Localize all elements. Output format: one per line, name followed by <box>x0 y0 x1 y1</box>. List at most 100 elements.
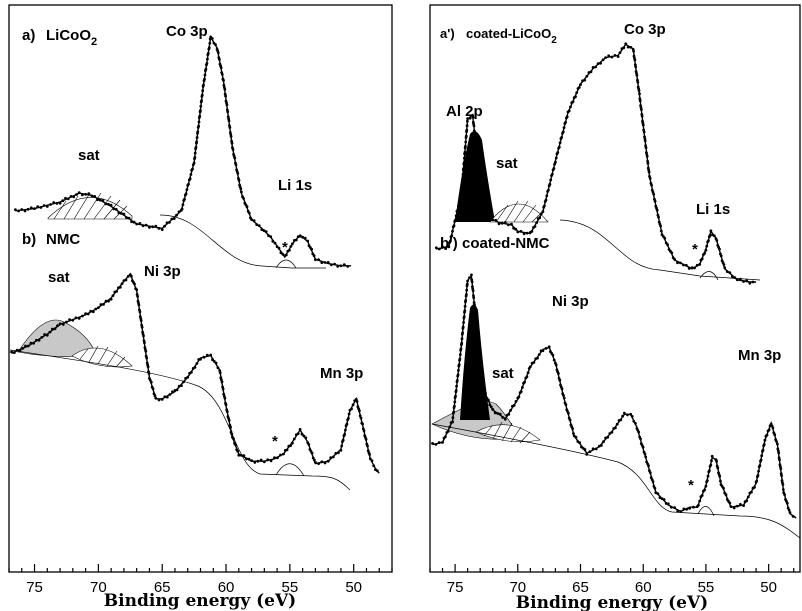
data-point <box>700 257 704 261</box>
data-point <box>279 251 283 255</box>
data-point <box>84 192 87 196</box>
data-point <box>722 263 726 266</box>
data-point <box>230 432 234 436</box>
data-point <box>538 216 542 220</box>
data-point <box>541 349 545 353</box>
data-point <box>289 245 293 248</box>
data-point <box>503 221 507 224</box>
data-point <box>763 438 767 442</box>
data-point <box>227 419 231 422</box>
data-point <box>501 416 505 419</box>
data-point <box>552 167 556 170</box>
data-point <box>144 349 148 353</box>
data-point <box>556 151 560 154</box>
data-point <box>521 386 524 389</box>
data-point <box>626 45 630 49</box>
data-point <box>288 248 291 252</box>
tag-b: b) <box>22 231 36 248</box>
ticks-right: 75 70 65 60 55 50 <box>429 564 795 596</box>
data-point <box>474 139 478 143</box>
data-point <box>560 136 564 139</box>
data-point <box>49 203 52 206</box>
data-point <box>266 458 270 462</box>
data-point <box>481 190 485 194</box>
data-point <box>219 66 223 70</box>
peak-star-a: * <box>282 239 288 256</box>
x-tick-label: 60 <box>218 579 235 596</box>
data-point <box>507 223 510 227</box>
data-point <box>519 390 523 393</box>
data-point <box>153 394 157 398</box>
data-point <box>271 239 275 243</box>
data-point <box>552 358 556 362</box>
data-point <box>331 455 335 459</box>
data-point <box>364 437 368 441</box>
data-point <box>250 218 254 222</box>
data-point <box>253 461 257 464</box>
data-point <box>224 94 228 98</box>
data-point <box>204 67 208 71</box>
data-point <box>509 408 512 412</box>
data-point <box>670 251 674 255</box>
data-point <box>170 217 174 221</box>
data-point <box>619 418 623 422</box>
data-point <box>99 303 103 306</box>
data-point <box>61 323 65 326</box>
data-point <box>218 369 222 372</box>
data-point <box>461 331 464 335</box>
data-point <box>640 108 643 111</box>
data-point <box>329 456 333 459</box>
data-point <box>250 459 254 462</box>
data-point <box>36 205 40 209</box>
data-point <box>127 216 131 220</box>
peak-sat-b2: sat <box>492 365 514 382</box>
x-tick-label: 70 <box>90 579 107 596</box>
data-point <box>571 100 575 104</box>
sat-gray-b <box>17 319 97 357</box>
data-point <box>222 392 226 396</box>
data-point <box>168 221 171 224</box>
peak-ni3p-b: Ni 3p <box>144 263 181 280</box>
data-point <box>173 389 177 392</box>
data-point <box>94 307 98 311</box>
data-point <box>705 244 709 248</box>
data-point <box>482 197 486 201</box>
data-point <box>180 207 184 211</box>
data-point <box>608 432 612 435</box>
data-point <box>709 229 713 233</box>
data-point <box>451 416 455 420</box>
data-point <box>227 119 231 123</box>
xlabel-left: Binding energy (eV) <box>104 591 296 611</box>
data-point <box>247 457 251 461</box>
data-point <box>767 428 771 432</box>
data-point <box>117 211 121 215</box>
data-point <box>581 79 584 83</box>
data-point <box>42 204 46 207</box>
data-point <box>547 345 551 349</box>
data-point <box>523 380 526 384</box>
data-point <box>525 375 529 379</box>
data-point <box>579 83 582 86</box>
data-point <box>462 321 465 324</box>
peak-sat-a2: sat <box>496 155 518 172</box>
data-point <box>644 146 648 150</box>
data-point <box>719 254 723 258</box>
data-point <box>746 495 750 499</box>
data-point <box>188 177 192 181</box>
data-point <box>257 224 261 228</box>
data-point <box>310 247 313 251</box>
data-point <box>431 442 434 445</box>
data-point <box>653 486 657 490</box>
title-b: NMC <box>46 231 80 248</box>
data-point <box>516 230 520 234</box>
data-point <box>61 199 65 203</box>
data-point <box>606 435 610 439</box>
data-point <box>102 303 105 306</box>
data-point <box>760 454 764 458</box>
data-point <box>368 453 371 456</box>
data-point <box>688 507 691 510</box>
data-point <box>739 503 742 506</box>
bg-curve-b <box>9 349 351 491</box>
data-point <box>496 412 500 415</box>
data-point <box>97 306 100 309</box>
